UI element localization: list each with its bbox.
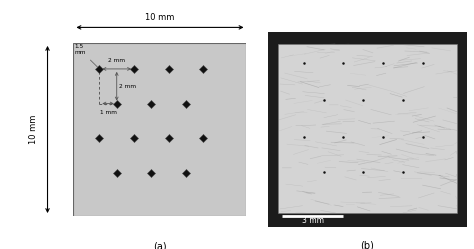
Text: 10 mm: 10 mm xyxy=(29,115,38,144)
Text: 1.5
mm: 1.5 mm xyxy=(74,45,98,67)
Text: 3 mm: 3 mm xyxy=(301,216,324,225)
Text: (a): (a) xyxy=(153,242,167,249)
Text: 10 mm: 10 mm xyxy=(146,13,174,22)
Text: (b): (b) xyxy=(360,240,374,249)
Text: 2 mm: 2 mm xyxy=(108,58,125,63)
Bar xyxy=(278,44,457,213)
Text: 2 mm: 2 mm xyxy=(119,84,137,89)
Text: 1 mm: 1 mm xyxy=(100,110,117,115)
